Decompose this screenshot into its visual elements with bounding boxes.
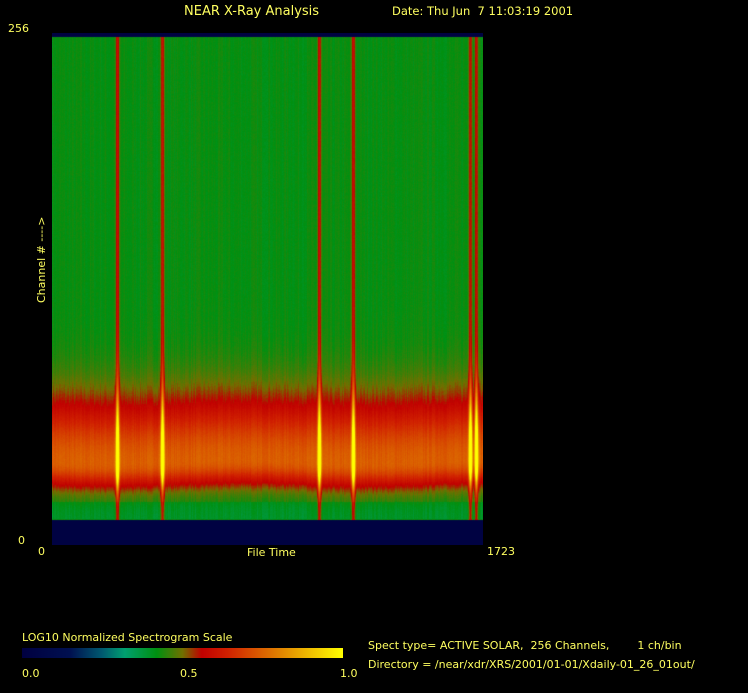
y-tick-max: 256 — [8, 22, 29, 35]
x-tick-max: 1723 — [487, 545, 515, 558]
colorbar — [22, 648, 343, 658]
x-axis-label: File Time — [247, 546, 296, 559]
y-axis-label: Channel # ----> — [35, 216, 48, 303]
colorbar-tick-0: 0.0 — [22, 667, 40, 680]
spectrogram-heatmap — [52, 33, 483, 545]
colorbar-tick-05: 0.5 — [180, 667, 198, 680]
x-tick-min: 0 — [38, 545, 45, 558]
date-label: Date: Thu Jun 7 11:03:19 2001 — [392, 4, 574, 18]
y-tick-min: 0 — [18, 534, 25, 547]
spect-type-info: Spect type= ACTIVE SOLAR, 256 Channels, … — [368, 639, 682, 652]
colorbar-label: LOG10 Normalized Spectrogram Scale — [22, 631, 233, 644]
chart-title: NEAR X-Ray Analysis — [184, 4, 320, 19]
directory-info: Directory = /near/xdr/XRS/2001/01-01/Xda… — [368, 658, 695, 671]
colorbar-tick-1: 1.0 — [340, 667, 358, 680]
